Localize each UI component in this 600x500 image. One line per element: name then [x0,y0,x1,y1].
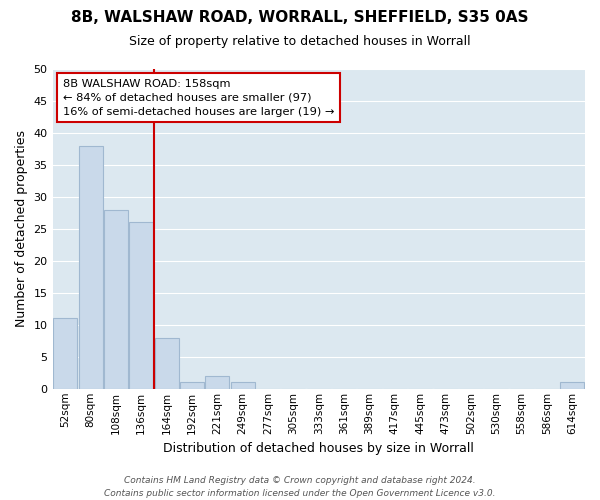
Text: Size of property relative to detached houses in Worrall: Size of property relative to detached ho… [129,35,471,48]
Text: 8B WALSHAW ROAD: 158sqm
← 84% of detached houses are smaller (97)
16% of semi-de: 8B WALSHAW ROAD: 158sqm ← 84% of detache… [63,78,335,116]
Y-axis label: Number of detached properties: Number of detached properties [15,130,28,328]
Bar [230,382,255,389]
X-axis label: Distribution of detached houses by size in Worrall: Distribution of detached houses by size … [163,442,474,455]
Text: Contains HM Land Registry data © Crown copyright and database right 2024.
Contai: Contains HM Land Registry data © Crown c… [104,476,496,498]
Bar [205,376,229,389]
Bar [180,382,204,389]
Bar [53,318,77,389]
Bar [79,146,103,389]
Bar [129,222,154,389]
Bar [560,382,584,389]
Text: 8B, WALSHAW ROAD, WORRALL, SHEFFIELD, S35 0AS: 8B, WALSHAW ROAD, WORRALL, SHEFFIELD, S3… [71,10,529,25]
Bar [104,210,128,389]
Bar [155,338,179,389]
